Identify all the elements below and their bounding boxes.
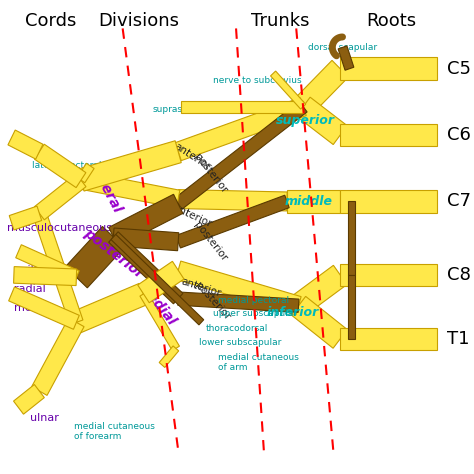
Polygon shape (159, 346, 179, 367)
Polygon shape (174, 101, 307, 209)
Text: dorsal scapular: dorsal scapular (308, 43, 377, 52)
Polygon shape (109, 232, 183, 304)
Polygon shape (140, 292, 180, 351)
Polygon shape (9, 287, 79, 329)
Polygon shape (340, 328, 438, 350)
Polygon shape (340, 57, 438, 80)
Text: thoracodorsal: thoracodorsal (206, 324, 268, 332)
Text: medial cutaneous
of forearm: medial cutaneous of forearm (74, 422, 155, 441)
Polygon shape (178, 190, 287, 211)
Text: median: median (14, 303, 56, 313)
Text: anterior: anterior (172, 141, 212, 172)
Polygon shape (338, 46, 354, 70)
Text: medial pectoral: medial pectoral (218, 297, 289, 305)
Text: inferior: inferior (266, 306, 319, 319)
Polygon shape (111, 235, 204, 325)
Polygon shape (32, 318, 84, 395)
Text: nerve to subclavius: nerve to subclavius (213, 76, 301, 85)
Polygon shape (295, 60, 348, 115)
Text: medial: medial (136, 278, 179, 328)
Text: Roots: Roots (366, 12, 416, 30)
Polygon shape (33, 211, 83, 325)
Text: anterior: anterior (171, 202, 213, 229)
Polygon shape (72, 283, 148, 333)
Text: suprascapular: suprascapular (153, 105, 217, 113)
Polygon shape (287, 190, 340, 213)
Polygon shape (35, 144, 86, 188)
Text: posterior: posterior (192, 151, 229, 195)
Polygon shape (292, 296, 347, 348)
Text: Divisions: Divisions (99, 12, 179, 30)
Text: posterior: posterior (192, 220, 229, 264)
Text: axillary: axillary (14, 265, 55, 275)
Polygon shape (77, 163, 94, 183)
Polygon shape (340, 190, 438, 213)
Text: superior: superior (275, 114, 334, 128)
Text: C6: C6 (447, 126, 471, 144)
Text: C8: C8 (447, 266, 471, 284)
Text: middle: middle (285, 195, 333, 208)
Polygon shape (175, 98, 306, 161)
Text: long thoracic: long thoracic (365, 343, 425, 351)
Polygon shape (16, 245, 79, 284)
Text: C7: C7 (447, 192, 471, 210)
Polygon shape (113, 228, 179, 251)
Polygon shape (181, 101, 303, 113)
Polygon shape (340, 124, 438, 146)
Text: C5: C5 (447, 60, 471, 78)
Text: lower subscapular: lower subscapular (199, 338, 282, 346)
Text: anterior: anterior (180, 276, 223, 299)
Polygon shape (79, 171, 180, 208)
Text: Trunks: Trunks (251, 12, 309, 30)
Polygon shape (292, 265, 347, 315)
Polygon shape (176, 261, 301, 315)
Polygon shape (348, 275, 355, 339)
Text: lateral: lateral (88, 164, 125, 216)
Text: radial: radial (14, 284, 46, 294)
Text: posterior: posterior (81, 226, 146, 281)
Text: T1: T1 (447, 330, 469, 348)
Polygon shape (78, 141, 181, 191)
Polygon shape (65, 227, 124, 288)
Text: upper subscapular: upper subscapular (213, 310, 297, 318)
Polygon shape (348, 201, 355, 275)
Polygon shape (176, 195, 289, 248)
Polygon shape (340, 264, 438, 286)
Polygon shape (14, 384, 44, 414)
Polygon shape (138, 261, 184, 303)
Text: ulnar: ulnar (30, 413, 59, 423)
Polygon shape (178, 292, 299, 312)
Polygon shape (296, 97, 347, 145)
Text: Cords: Cords (26, 12, 77, 30)
Text: posterior: posterior (193, 280, 232, 322)
Polygon shape (14, 267, 77, 285)
Text: medial cutaneous
of arm: medial cutaneous of arm (218, 353, 299, 372)
Polygon shape (8, 130, 43, 159)
Polygon shape (35, 173, 86, 220)
Text: musculocutaneous: musculocutaneous (7, 222, 112, 233)
Polygon shape (109, 194, 183, 246)
Polygon shape (9, 206, 42, 230)
Polygon shape (271, 71, 306, 109)
Text: lateral pectoral: lateral pectoral (32, 162, 102, 170)
